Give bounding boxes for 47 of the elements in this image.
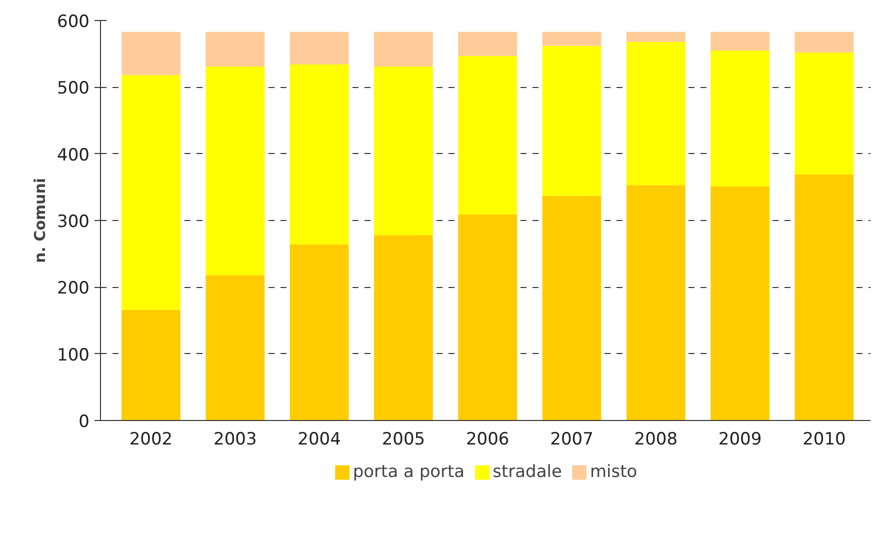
- bar: [290, 64, 349, 244]
- bar: [458, 56, 518, 214]
- bar: [794, 52, 854, 174]
- bar: [206, 66, 265, 276]
- x-tick-label: 2006: [466, 430, 510, 450]
- bar: [458, 32, 518, 56]
- y-axis-title: n. Comuni: [31, 178, 50, 264]
- bar: [626, 185, 686, 420]
- legend-label: porta a porta: [352, 462, 465, 482]
- x-tick-label: 2007: [550, 430, 594, 450]
- y-tick-label: 100: [57, 345, 90, 366]
- x-tick-label: 2008: [634, 430, 678, 450]
- y-tick-label: 400: [57, 145, 90, 166]
- x-tick-label: 2010: [802, 430, 846, 450]
- y-tick-label: 600: [57, 12, 90, 32]
- y-tick-label: 300: [57, 212, 90, 232]
- y-tick-label: 200: [57, 278, 90, 299]
- bar: [710, 186, 770, 420]
- bar: [542, 196, 602, 420]
- bar: [794, 174, 854, 420]
- x-tick-label: 2005: [382, 430, 426, 450]
- bar: [206, 275, 265, 420]
- legend-label: stradale: [492, 462, 562, 482]
- bar: [374, 235, 433, 420]
- bar: [290, 32, 349, 64]
- x-tick-label: 2009: [718, 430, 762, 450]
- bar: [710, 50, 770, 186]
- bar: [542, 46, 602, 196]
- bar: [374, 32, 433, 66]
- legend-label: misto: [590, 462, 638, 482]
- bar: [122, 32, 180, 76]
- x-tick-label: 2003: [214, 430, 257, 450]
- bar: [122, 310, 180, 420]
- y-tick-label: 500: [57, 78, 90, 99]
- bar: [626, 42, 686, 186]
- bar: [290, 244, 349, 420]
- x-tick-label: 2002: [129, 430, 173, 450]
- bar: [542, 32, 602, 46]
- bar: [206, 32, 265, 66]
- bar: [710, 32, 770, 50]
- bar: [794, 32, 854, 52]
- bar: [122, 75, 180, 310]
- x-tick-label: 2004: [298, 430, 341, 450]
- bar: [626, 32, 686, 42]
- bar: [458, 214, 518, 420]
- y-tick-label: 0: [78, 412, 90, 432]
- bar: [374, 66, 433, 236]
